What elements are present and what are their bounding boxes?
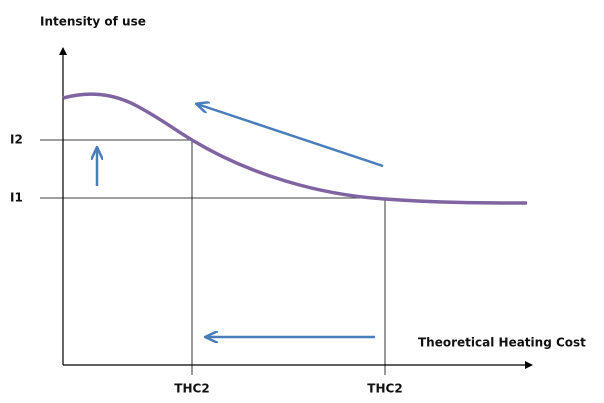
x-marker-label: THC2 <box>174 382 209 396</box>
x-marker-label: THC2 <box>367 382 402 396</box>
y-axis-label: Intensity of use <box>40 15 146 29</box>
curve <box>62 92 528 205</box>
level-label: I2 <box>10 133 23 147</box>
level-label: I1 <box>10 191 23 205</box>
arrow <box>197 104 384 168</box>
x-axis-label: Theoretical Heating Cost <box>418 336 586 350</box>
